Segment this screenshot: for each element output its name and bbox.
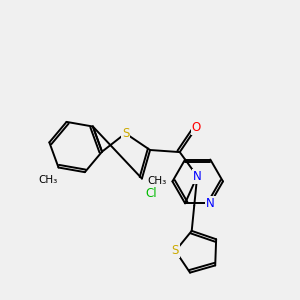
Text: CH₃: CH₃	[147, 176, 167, 186]
Text: Cl: Cl	[145, 187, 157, 200]
Text: CH₃: CH₃	[38, 175, 58, 185]
Text: S: S	[172, 244, 179, 257]
Text: S: S	[122, 127, 129, 140]
Text: N: N	[193, 170, 202, 183]
Text: O: O	[192, 121, 201, 134]
Text: N: N	[206, 197, 215, 210]
